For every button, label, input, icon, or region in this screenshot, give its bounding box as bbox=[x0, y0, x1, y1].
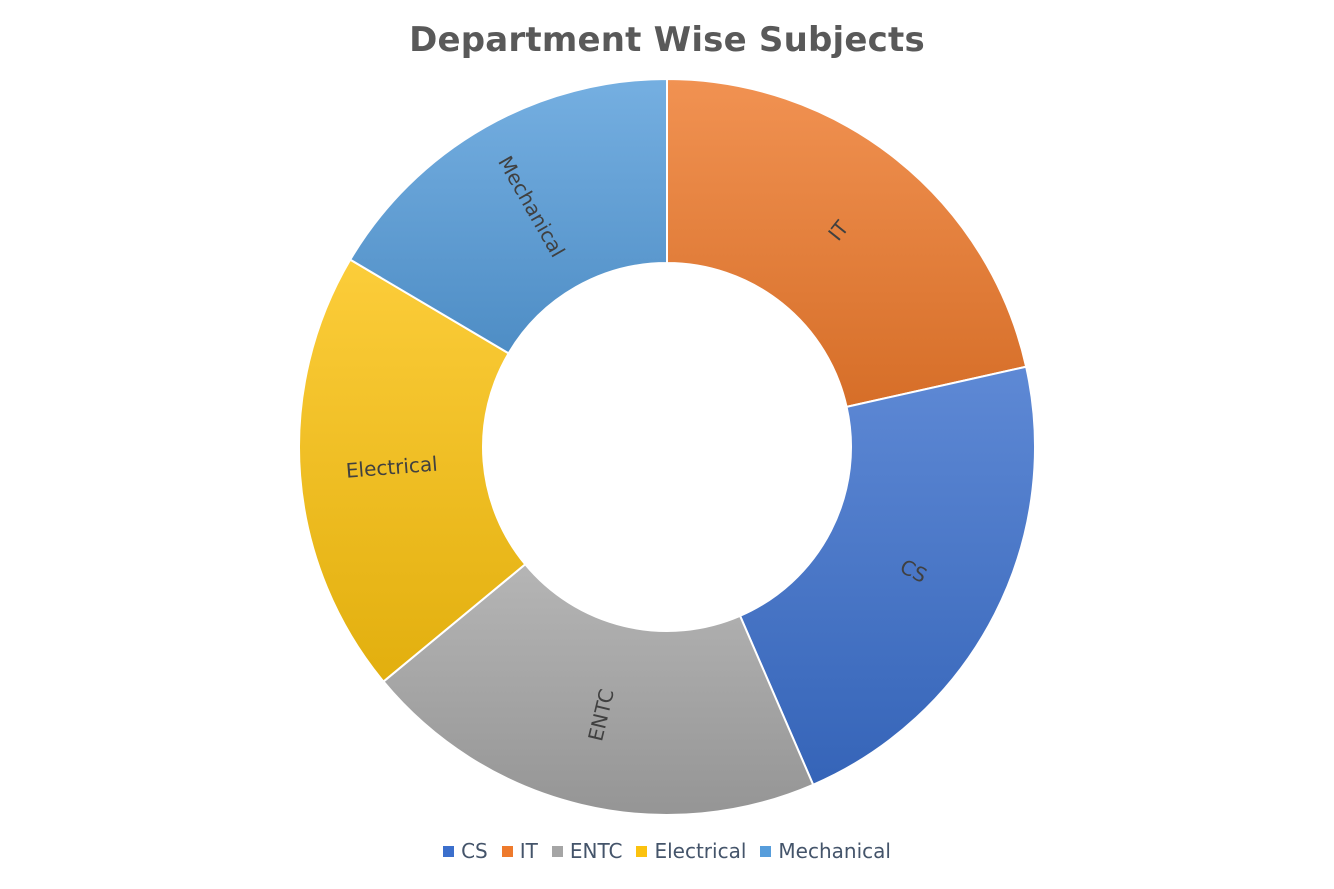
slice-entc[interactable] bbox=[382, 562, 815, 816]
chart-legend: CS IT ENTC Electrical Mechanical bbox=[0, 839, 1334, 863]
legend-swatch-mechanical bbox=[760, 845, 772, 857]
legend-item-cs[interactable]: CS bbox=[443, 839, 488, 863]
legend-label-it: IT bbox=[519, 839, 538, 863]
legend-swatch-it bbox=[501, 845, 513, 857]
slice-electrical[interactable] bbox=[298, 258, 527, 683]
legend-item-electrical[interactable]: Electrical bbox=[636, 839, 746, 863]
legend-item-entc[interactable]: ENTC bbox=[551, 839, 623, 863]
slice-it[interactable] bbox=[666, 77, 1028, 409]
legend-item-mechanical[interactable]: Mechanical bbox=[760, 839, 891, 863]
legend-label-mechanical: Mechanical bbox=[778, 839, 891, 863]
chart-title: Department Wise Subjects bbox=[409, 20, 925, 60]
legend-label-electrical: Electrical bbox=[654, 839, 747, 863]
slice-cs[interactable] bbox=[738, 365, 1036, 787]
legend-label-cs: CS bbox=[461, 839, 488, 863]
slice-mechanical[interactable] bbox=[348, 77, 668, 355]
legend-swatch-electrical bbox=[636, 845, 648, 857]
legend-item-it[interactable]: IT bbox=[501, 839, 538, 863]
legend-swatch-entc bbox=[551, 845, 563, 857]
legend-label-entc: ENTC bbox=[569, 839, 623, 863]
legend-swatch-cs bbox=[443, 845, 455, 857]
